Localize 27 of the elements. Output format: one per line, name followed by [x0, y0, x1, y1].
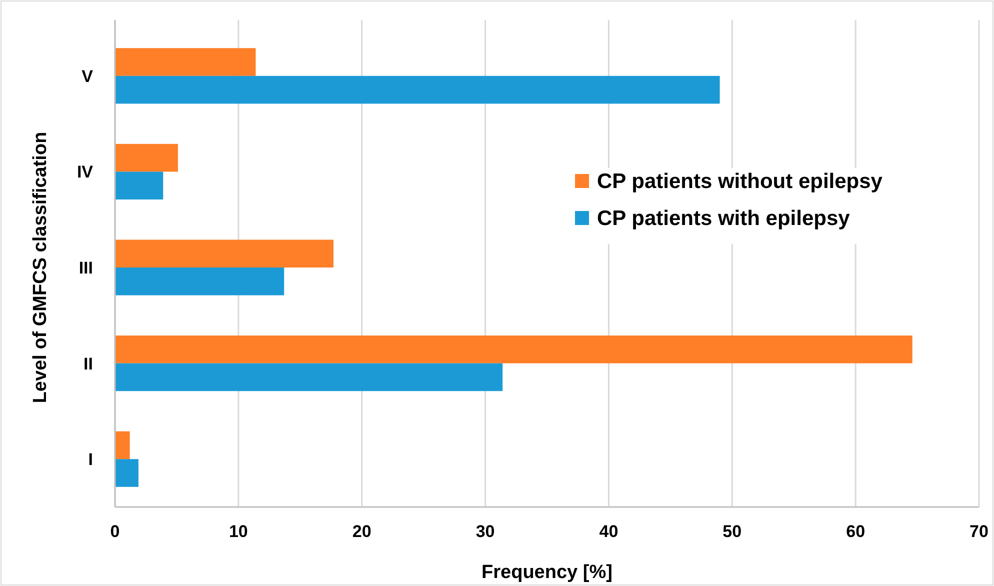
y-tick-label: I	[88, 450, 93, 470]
y-tick-label: III	[78, 258, 93, 278]
legend-label: CP patients without epilepsy	[597, 170, 883, 193]
x-tick-label: 30	[476, 522, 495, 541]
x-tick-label: 60	[846, 522, 866, 541]
bar	[115, 240, 334, 268]
bar	[115, 172, 164, 200]
bar	[115, 76, 720, 104]
x-tick-label: 10	[228, 522, 248, 541]
x-tick-label: 20	[352, 522, 372, 541]
legend-label: CP patients with epilepsy	[597, 207, 850, 230]
x-tick-label: 0	[110, 522, 120, 541]
bar	[115, 336, 912, 364]
y-tick-label: IV	[76, 162, 94, 182]
x-tick-label: 50	[722, 522, 742, 541]
y-tick-label: II	[84, 354, 93, 374]
bar	[115, 48, 256, 76]
bar	[115, 363, 503, 392]
y-axis-title: Level of GMFCS classification	[30, 132, 51, 404]
x-tick-label: 40	[599, 522, 618, 541]
x-axis-title: Frequency [%]	[482, 562, 612, 583]
bar	[115, 431, 130, 460]
bar	[115, 268, 284, 296]
x-tick-label: 70	[970, 522, 988, 541]
bar	[115, 144, 178, 172]
bar	[115, 459, 138, 487]
y-tick-label: V	[82, 66, 94, 86]
